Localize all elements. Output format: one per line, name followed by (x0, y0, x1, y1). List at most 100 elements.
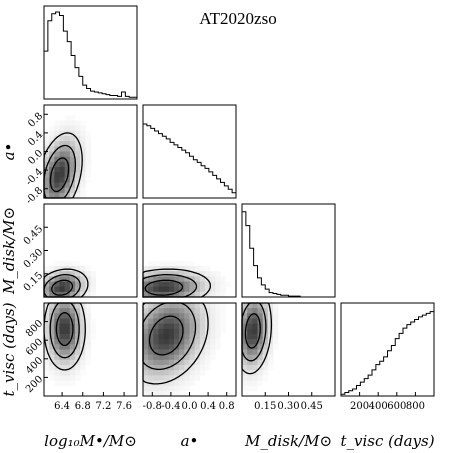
density-cell (174, 308, 180, 314)
density-cell (184, 323, 190, 330)
density-cell (174, 334, 180, 340)
density-cell (80, 334, 86, 340)
density-cell (262, 370, 269, 376)
density-cell (210, 328, 216, 335)
density-cell (49, 344, 55, 350)
density-cell (189, 328, 196, 335)
density-cell (174, 380, 180, 387)
density-cell (153, 365, 159, 371)
contour (144, 279, 184, 296)
density-cell (54, 313, 60, 319)
y-tick-label: 200 (24, 374, 45, 395)
density-cell (64, 370, 71, 376)
density-cell (69, 115, 76, 121)
density-cell (163, 380, 170, 387)
density-cell (59, 271, 66, 277)
density-cell (273, 323, 279, 330)
x-axis-label-tvisc: t_visc (days) (340, 432, 434, 450)
density-cell (174, 323, 180, 330)
density-cell (257, 344, 264, 350)
density-cell (247, 375, 253, 381)
density-cell (85, 303, 91, 309)
density-cell (64, 187, 71, 194)
density-cell (69, 125, 76, 132)
y-tick-label: 0.0 (26, 148, 45, 167)
density-cell (54, 308, 60, 314)
density-cell (90, 286, 97, 293)
density-cell (69, 334, 76, 340)
density-cell (49, 187, 55, 194)
density-cell (69, 339, 76, 345)
density-cell (174, 328, 180, 335)
density-cell (199, 303, 206, 309)
density-cell (174, 354, 180, 361)
density-cell (184, 334, 190, 340)
density-cell (242, 328, 248, 335)
density-cell (44, 303, 50, 309)
density-cell (153, 359, 159, 366)
density-cell (215, 286, 221, 293)
density-cell (242, 359, 248, 366)
density-cell (158, 339, 165, 345)
density-cell (59, 349, 66, 356)
density-cell (257, 375, 264, 381)
x-tick-label: 600 (387, 401, 406, 412)
density-cell (64, 151, 71, 158)
density-cell (220, 308, 227, 314)
density-cell (59, 167, 66, 173)
density-cell (44, 130, 50, 137)
density-cell (205, 339, 211, 345)
density-cell (189, 375, 196, 381)
density-cell (49, 177, 55, 183)
density-cell (75, 334, 81, 340)
density-cell (252, 375, 258, 381)
density-cell (158, 303, 165, 309)
density-cell (179, 271, 185, 277)
contour (55, 312, 74, 347)
density-cell (247, 365, 253, 371)
density-cell (143, 339, 149, 345)
density-cell (252, 308, 258, 314)
density-logM-a (43, 115, 91, 199)
density-cell (163, 328, 170, 335)
density-cell (59, 177, 66, 183)
density-cell (153, 286, 159, 293)
density-cell (75, 318, 81, 325)
density-cell (179, 308, 185, 314)
density-cell (153, 354, 159, 361)
density-cell (247, 318, 253, 325)
density-cell (220, 276, 227, 282)
density-cell (148, 318, 154, 325)
density-cell (59, 182, 66, 189)
density-cell (64, 339, 71, 345)
density-cell (143, 344, 149, 350)
density-cell (225, 281, 232, 288)
density-cell (163, 385, 170, 392)
density-cell (163, 260, 170, 267)
density-cell (75, 146, 81, 152)
density-cell (54, 192, 60, 199)
density-cell (168, 375, 175, 381)
density-cell (59, 192, 66, 199)
density-cell (44, 323, 50, 330)
density-cell (59, 370, 66, 376)
density-cell (179, 370, 185, 376)
density-cell (64, 182, 71, 189)
density-cell (143, 380, 149, 387)
density-cell (205, 344, 211, 350)
density-cell (210, 349, 216, 356)
density-cell (179, 260, 185, 267)
density-cell (210, 323, 216, 330)
y-tick-label: 800 (24, 318, 45, 339)
density-cell (163, 349, 170, 356)
density-cell (179, 349, 185, 356)
density-cell (54, 177, 60, 183)
density-cell (64, 276, 71, 282)
density-cell (80, 182, 86, 189)
density-cell (44, 192, 50, 199)
density-cell (69, 271, 76, 277)
density-cell (262, 344, 269, 350)
density-cell (148, 276, 154, 282)
y-axis-label-a: a• (0, 143, 18, 161)
density-cell (194, 281, 201, 288)
